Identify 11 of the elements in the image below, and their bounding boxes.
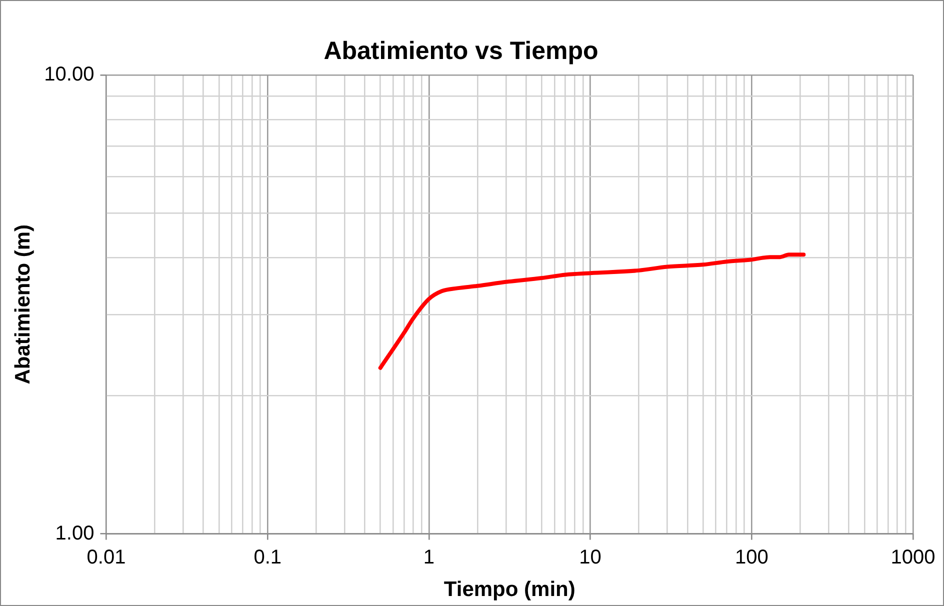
- y-tick-label: 10.00: [44, 64, 94, 86]
- x-tick-label: 0.01: [86, 546, 126, 568]
- y-axis-title: Abatimiento (m): [11, 224, 34, 384]
- x-tick-label: 10: [579, 546, 602, 568]
- x-tick-label: 1: [423, 546, 435, 568]
- y-tick-label: 1.00: [55, 522, 94, 544]
- x-tick-label: 100: [734, 546, 768, 568]
- x-tick-label: 1000: [890, 546, 936, 568]
- x-axis-title: Tiempo (min): [444, 578, 576, 602]
- x-tick-label: 0.1: [254, 546, 282, 568]
- chart-title: Abatimiento vs Tiempo: [324, 36, 598, 65]
